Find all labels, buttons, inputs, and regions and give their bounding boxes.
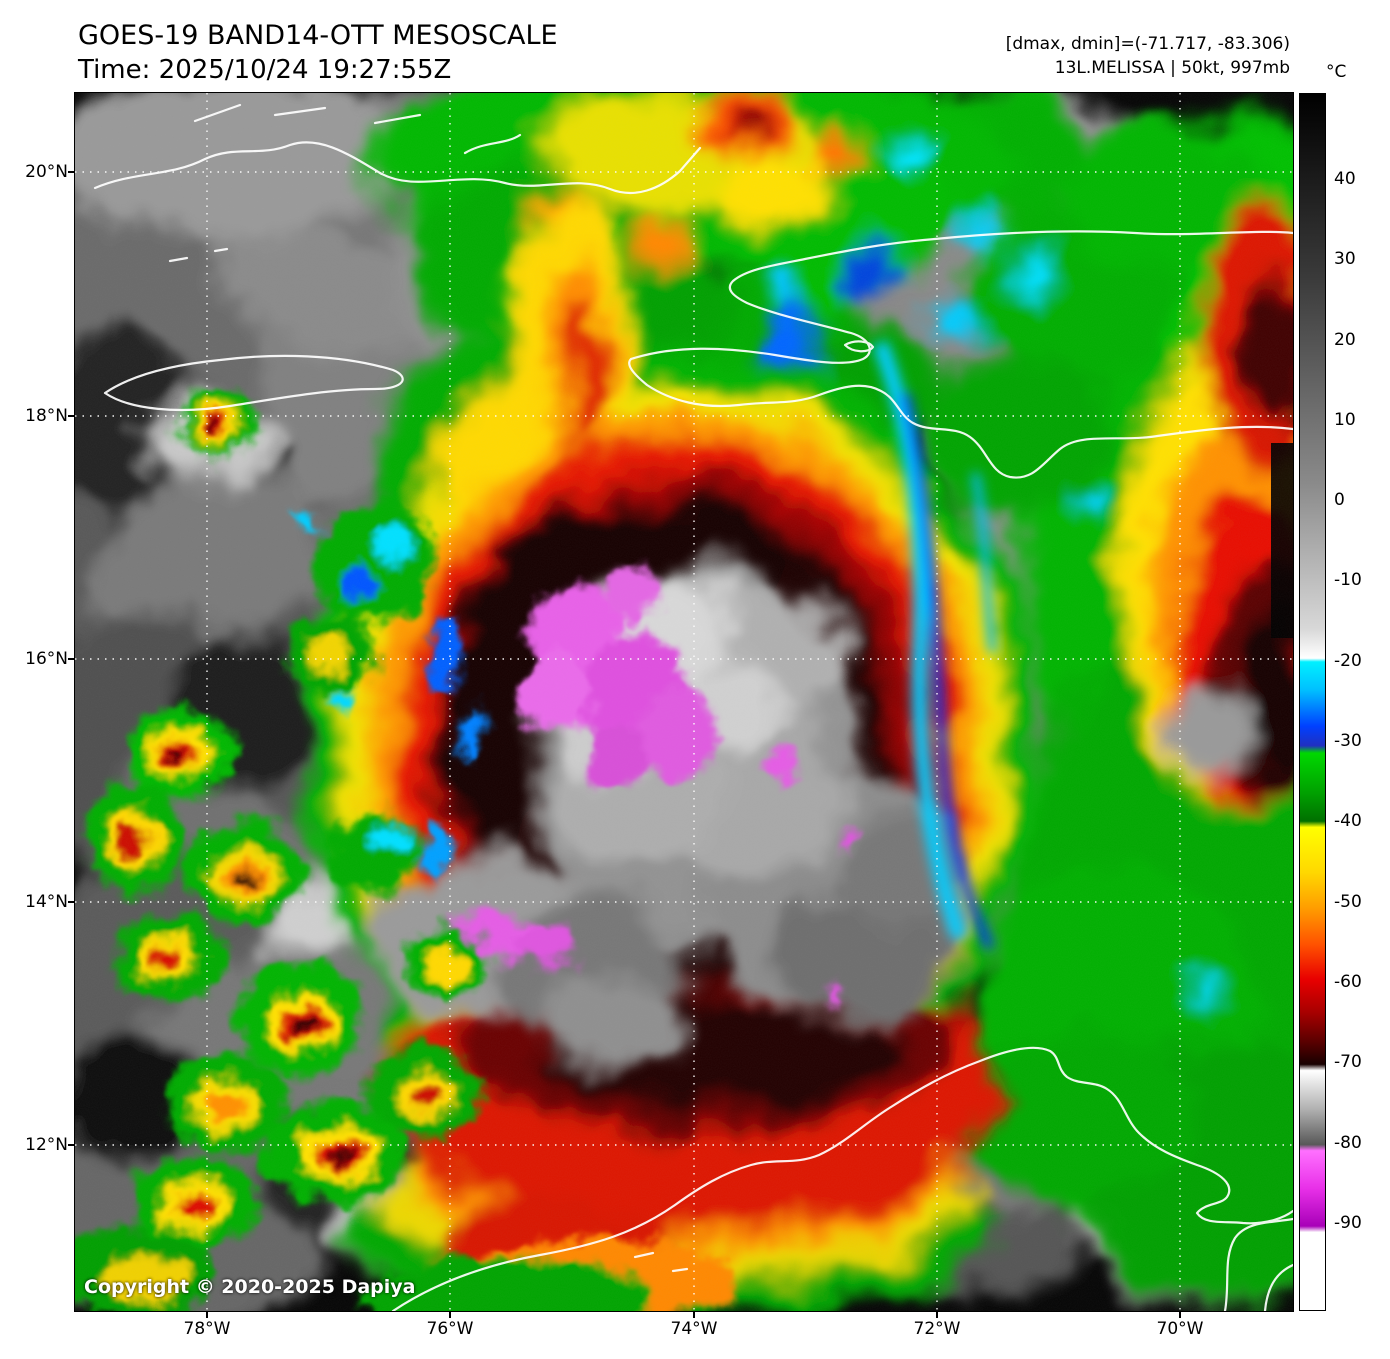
lat-tick-mark (68, 1144, 75, 1146)
lon-tick-mark (693, 1311, 695, 1318)
coastline-maracaibo (1223, 1217, 1293, 1311)
coastline-hispaniola-north (629, 230, 1293, 364)
lat-tick-mark (68, 415, 75, 417)
dmax-dmin-readout: [dmax, dmin]=(-71.717, -83.306) (1005, 34, 1290, 54)
satellite-map: Copyright © 2020-2025 Dapiya (74, 92, 1294, 1312)
lat-label: 14°N (25, 892, 68, 912)
colorbar-tick: -50 (1334, 892, 1362, 912)
lon-tick-mark (936, 1311, 938, 1318)
figure-title: GOES-19 BAND14-OTT MESOSCALE (78, 20, 558, 51)
colorbar-tick: 40 (1334, 169, 1356, 189)
storm-info-readout: 13L.MELISSA | 50kt, 997mb (1054, 58, 1290, 78)
figure-timestamp: Time: 2025/10/24 19:27:55Z (78, 55, 452, 85)
colorbar-tick: 0 (1334, 490, 1345, 510)
colorbar-tick: -80 (1334, 1133, 1362, 1153)
satellite-imagery (75, 93, 1293, 1311)
coastline-south-america (391, 1046, 1293, 1311)
lon-label: 78°W (183, 1319, 231, 1339)
colorbar-tick: -40 (1334, 811, 1362, 831)
lon-label: 74°W (670, 1319, 718, 1339)
colorbar-tick: -30 (1334, 731, 1362, 751)
colorbar-tick: 30 (1334, 249, 1356, 269)
graticule (75, 93, 1293, 1311)
lon-label: 76°W (426, 1319, 474, 1339)
coastline-cuba (93, 141, 702, 194)
lat-label: 20°N (25, 162, 68, 182)
colorbar-tick: -20 (1334, 651, 1362, 671)
lon-tick-mark (449, 1311, 451, 1318)
colorbar-tick: -90 (1334, 1213, 1362, 1233)
lat-label: 16°N (25, 649, 68, 669)
lat-tick-mark (68, 171, 75, 173)
coastline-cuba-cays (193, 103, 522, 155)
coastline-hispaniola-south (628, 357, 1293, 479)
lon-tick-mark (206, 1311, 208, 1318)
copyright-watermark: Copyright © 2020-2025 Dapiya (84, 1276, 416, 1298)
coastline-jamaica (103, 354, 404, 412)
temperature-colorbar (1299, 93, 1326, 1311)
colorbar-tick: -70 (1334, 1052, 1362, 1072)
colorbar-tick: 10 (1334, 410, 1356, 430)
coastline-small-islands (633, 1251, 689, 1273)
colorbar-tick: -60 (1334, 972, 1362, 992)
lat-tick-mark (68, 901, 75, 903)
lon-tick-mark (1179, 1311, 1181, 1318)
lat-tick-mark (68, 658, 75, 660)
colorbar-tick: 20 (1334, 330, 1356, 350)
lat-label: 18°N (25, 406, 68, 426)
colorbar-tick: -10 (1334, 570, 1362, 590)
lon-label: 70°W (1156, 1319, 1204, 1339)
colorbar-unit-label: °C (1326, 62, 1347, 82)
coastlines (93, 103, 1293, 1311)
lon-label: 72°W (913, 1319, 961, 1339)
coastline-gonave (843, 340, 875, 353)
coastline-cayman (168, 247, 229, 263)
lat-label: 12°N (25, 1135, 68, 1155)
noise-texture (75, 93, 1293, 1311)
